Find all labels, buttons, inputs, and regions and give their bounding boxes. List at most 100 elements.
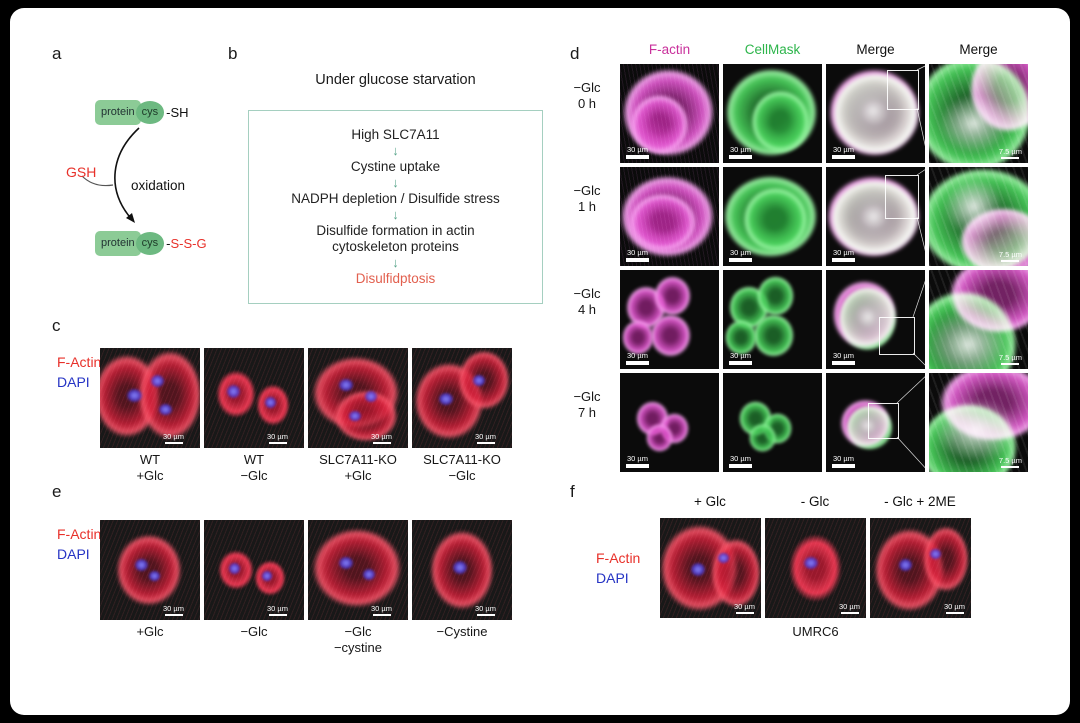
scale-bar: 30 µm — [267, 432, 288, 444]
row-label-line: −Glc — [573, 183, 601, 198]
micrograph-f-minus-glc-2me: 30 µm — [870, 518, 971, 618]
scale-bar-label: 30 µm — [730, 145, 751, 154]
micrograph-c-wt-plus-glc: 30 µm — [100, 348, 200, 448]
scale-bar-line — [164, 441, 183, 444]
condition-line: −Glc — [344, 624, 372, 639]
scale-bar: 7.5 µm — [999, 250, 1022, 262]
scale-bar-line — [1001, 465, 1020, 468]
micrograph-d-1h-cellmask: 30 µm — [723, 167, 822, 266]
oxidation-arrow — [81, 127, 140, 223]
scale-bar-line — [1001, 156, 1020, 159]
micrograph-d-7h-merge-zoom: 7.5 µm — [929, 373, 1028, 472]
scale-bar-line — [840, 611, 859, 614]
actin-fiber-texture — [620, 167, 719, 266]
micrograph-d-0h-cellmask: 30 µm — [723, 64, 822, 163]
nucleus-blob — [690, 562, 707, 577]
nucleus-blob — [928, 548, 942, 560]
condition-line: SLC7A11-KO — [319, 452, 397, 467]
condition-line: WT — [139, 452, 161, 467]
bond-dash: - — [166, 236, 171, 251]
cell-blob — [748, 424, 777, 453]
ssg-group-label: S-S-G — [170, 236, 207, 251]
flow-step-high-slc7a11: High SLC7A11 — [351, 127, 440, 142]
cys-ellipse: cys — [135, 232, 165, 255]
scale-bar: 30 µm — [163, 603, 184, 616]
scale-bar-label: 30 µm — [627, 248, 648, 257]
condition-line: +Glc — [344, 468, 372, 483]
scale-bar-line — [1001, 259, 1020, 262]
nucleus-blob — [452, 560, 468, 575]
nucleus-blob — [226, 384, 241, 399]
cell-blob — [138, 350, 200, 440]
scale-bar-label: 30 µm — [944, 601, 965, 611]
row-label-line: −Glc — [573, 389, 601, 404]
scale-bar-line — [729, 155, 752, 159]
actin-fiber-texture — [308, 348, 408, 448]
scale-bar-label: 30 µm — [627, 351, 648, 360]
micrograph-d-4h-cellmask: 30 µm — [723, 270, 822, 369]
actin-fiber-texture — [870, 518, 971, 618]
cell-blob — [845, 83, 901, 139]
condition-header-minus-glc: - Glc — [800, 494, 830, 509]
cell-blob — [922, 526, 969, 592]
nucleus-blob — [362, 568, 376, 581]
scale-bar-line — [729, 258, 752, 262]
row-label-0h: −Glc 0 h — [560, 80, 614, 112]
protein-sh-diagram: protein cys -SH — [95, 100, 189, 125]
timecourse-micrograph-grid: 30 µm 30 µm 30 µm 7.5 µm 30 µm — [620, 64, 1028, 472]
nucleus-blob — [150, 374, 165, 388]
scale-bar: 30 µm — [475, 603, 496, 616]
row-label-line: 7 h — [577, 405, 597, 420]
scale-bar-label: 30 µm — [163, 603, 184, 613]
scale-bar: 30 µm — [267, 604, 288, 616]
micrograph-e-plus-glc: 30 µm — [100, 520, 200, 620]
scale-bar-line — [729, 361, 752, 365]
flow-step-cystine-uptake: Cystine uptake — [350, 159, 441, 174]
panel-d-label: d — [570, 44, 580, 63]
actin-fiber-texture — [204, 348, 304, 448]
protein-ssg-diagram: protein cys - S-S-G — [95, 231, 207, 256]
actin-fiber-texture — [620, 64, 719, 163]
micrograph-d-7h-merge: 30 µm — [826, 373, 925, 472]
sh-group-label: -SH — [166, 105, 189, 120]
scale-bar: 30 µm — [944, 601, 965, 614]
scale-bar-line — [626, 361, 649, 365]
scale-bar-label: 30 µm — [833, 351, 854, 360]
condition-label: SLC7A11-KO −Glc — [400, 452, 524, 484]
scale-bar-line — [1001, 362, 1020, 365]
nucleus-blob — [716, 552, 730, 564]
scale-bar-line — [476, 441, 495, 444]
gsh-label: GSH — [66, 164, 97, 180]
nucleus-blob — [228, 562, 241, 575]
micrograph-c-wt-minus-glc: 30 µm — [204, 348, 304, 448]
scale-bar-label: 30 µm — [163, 431, 184, 441]
scale-bar: 30 µm — [626, 249, 649, 262]
zoom-region-box — [879, 316, 916, 356]
nucleus-blob — [338, 378, 354, 392]
scale-bar-label: 30 µm — [475, 603, 496, 613]
scale-bar-line — [372, 441, 391, 444]
micrograph-e-minus-glc-minus-cystine: 30 µm — [308, 520, 408, 620]
scale-bar: 30 µm — [729, 455, 752, 468]
row-label-line: 4 h — [577, 302, 597, 317]
micrograph-d-0h-merge-zoom: 7.5 µm — [929, 64, 1028, 163]
scale-bar-line — [626, 464, 649, 468]
cell-blob — [629, 93, 690, 156]
nucleus-blob — [158, 403, 173, 416]
scale-bar: 30 µm — [729, 146, 752, 159]
flowchart-title: Under glucose starvation — [315, 72, 476, 88]
panel-a-label: a — [52, 44, 62, 63]
scale-bar: 30 µm — [371, 604, 392, 616]
micrograph-c-ko-plus-glc: 30 µm — [308, 348, 408, 448]
scale-bar-label: 7.5 µm — [998, 455, 1022, 465]
nucleus-blob — [348, 410, 362, 422]
row-label-4h: −Glc 4 h — [560, 286, 614, 318]
scale-bar: 30 µm — [626, 352, 649, 365]
nucleus-blob — [134, 558, 149, 572]
panel-c-label: c — [52, 316, 61, 335]
cell-blob — [756, 275, 795, 316]
flowchart-box: High SLC7A11 ↓ Cystine uptake ↓ NADPH de… — [248, 110, 543, 304]
scale-bar-label: 30 µm — [730, 454, 751, 463]
scale-bar: 7.5 µm — [999, 353, 1022, 365]
cell-blob — [933, 397, 1019, 463]
